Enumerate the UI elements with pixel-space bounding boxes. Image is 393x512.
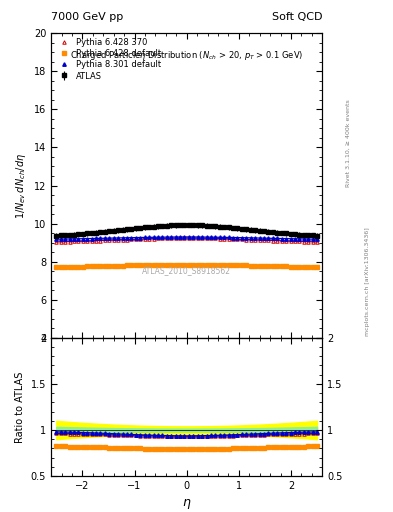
Pythia 6.428 370 [222, 236, 227, 242]
Pythia 6.428 370 [54, 239, 59, 245]
Pythia 8.301 default [182, 234, 187, 240]
Text: mcplots.cern.ch [arXiv:1306.3436]: mcplots.cern.ch [arXiv:1306.3436] [365, 227, 371, 336]
Pythia 6.428 370 [142, 236, 147, 242]
Pythia 6.428 370 [98, 238, 103, 244]
Pythia 8.301 default [138, 234, 143, 241]
Pythia 6.428 370 [120, 237, 125, 243]
Text: Charged Particle$\eta$ Distribution ($N_{ch}$ > 20, $p_T$ > 0.1 GeV): Charged Particle$\eta$ Distribution ($N_… [70, 49, 303, 61]
Pythia 6.428 370 [129, 236, 134, 242]
Text: Soft QCD: Soft QCD [272, 12, 322, 22]
Legend: Pythia 6.428 370, Pythia 6.428 default, Pythia 8.301 default, ATLAS: Pythia 6.428 370, Pythia 6.428 default, … [54, 37, 163, 82]
Line: Pythia 8.301 default: Pythia 8.301 default [55, 235, 319, 241]
Y-axis label: $1/N_{ev}\,dN_{ch}/d\eta$: $1/N_{ev}\,dN_{ch}/d\eta$ [14, 153, 28, 219]
Pythia 6.428 default [120, 263, 125, 269]
Text: ATLAS_2010_S8918562: ATLAS_2010_S8918562 [142, 266, 231, 275]
Text: Rivet 3.1.10, ≥ 400k events: Rivet 3.1.10, ≥ 400k events [346, 99, 351, 187]
Pythia 6.428 default [98, 263, 103, 269]
Pythia 6.428 default [54, 264, 59, 270]
Y-axis label: Ratio to ATLAS: Ratio to ATLAS [15, 371, 25, 443]
Pythia 6.428 default [222, 262, 227, 268]
Pythia 8.301 default [120, 235, 125, 241]
Pythia 8.301 default [222, 234, 227, 241]
Pythia 6.428 370 [182, 235, 187, 241]
Pythia 6.428 default [142, 262, 147, 268]
Pythia 6.428 default [182, 262, 187, 268]
Text: 7000 GeV pp: 7000 GeV pp [51, 12, 123, 22]
Pythia 6.428 default [315, 264, 320, 270]
Pythia 8.301 default [315, 236, 320, 242]
Pythia 8.301 default [54, 236, 59, 242]
Pythia 6.428 370 [315, 239, 320, 245]
Pythia 6.428 default [138, 262, 143, 268]
Pythia 8.301 default [129, 234, 134, 241]
Pythia 6.428 default [129, 262, 134, 268]
X-axis label: $\eta$: $\eta$ [182, 497, 191, 510]
Pythia 6.428 370 [138, 236, 143, 242]
Line: Pythia 6.428 default: Pythia 6.428 default [55, 263, 319, 269]
Line: Pythia 6.428 370: Pythia 6.428 370 [55, 236, 319, 244]
Pythia 8.301 default [142, 234, 147, 241]
Pythia 8.301 default [98, 235, 103, 241]
